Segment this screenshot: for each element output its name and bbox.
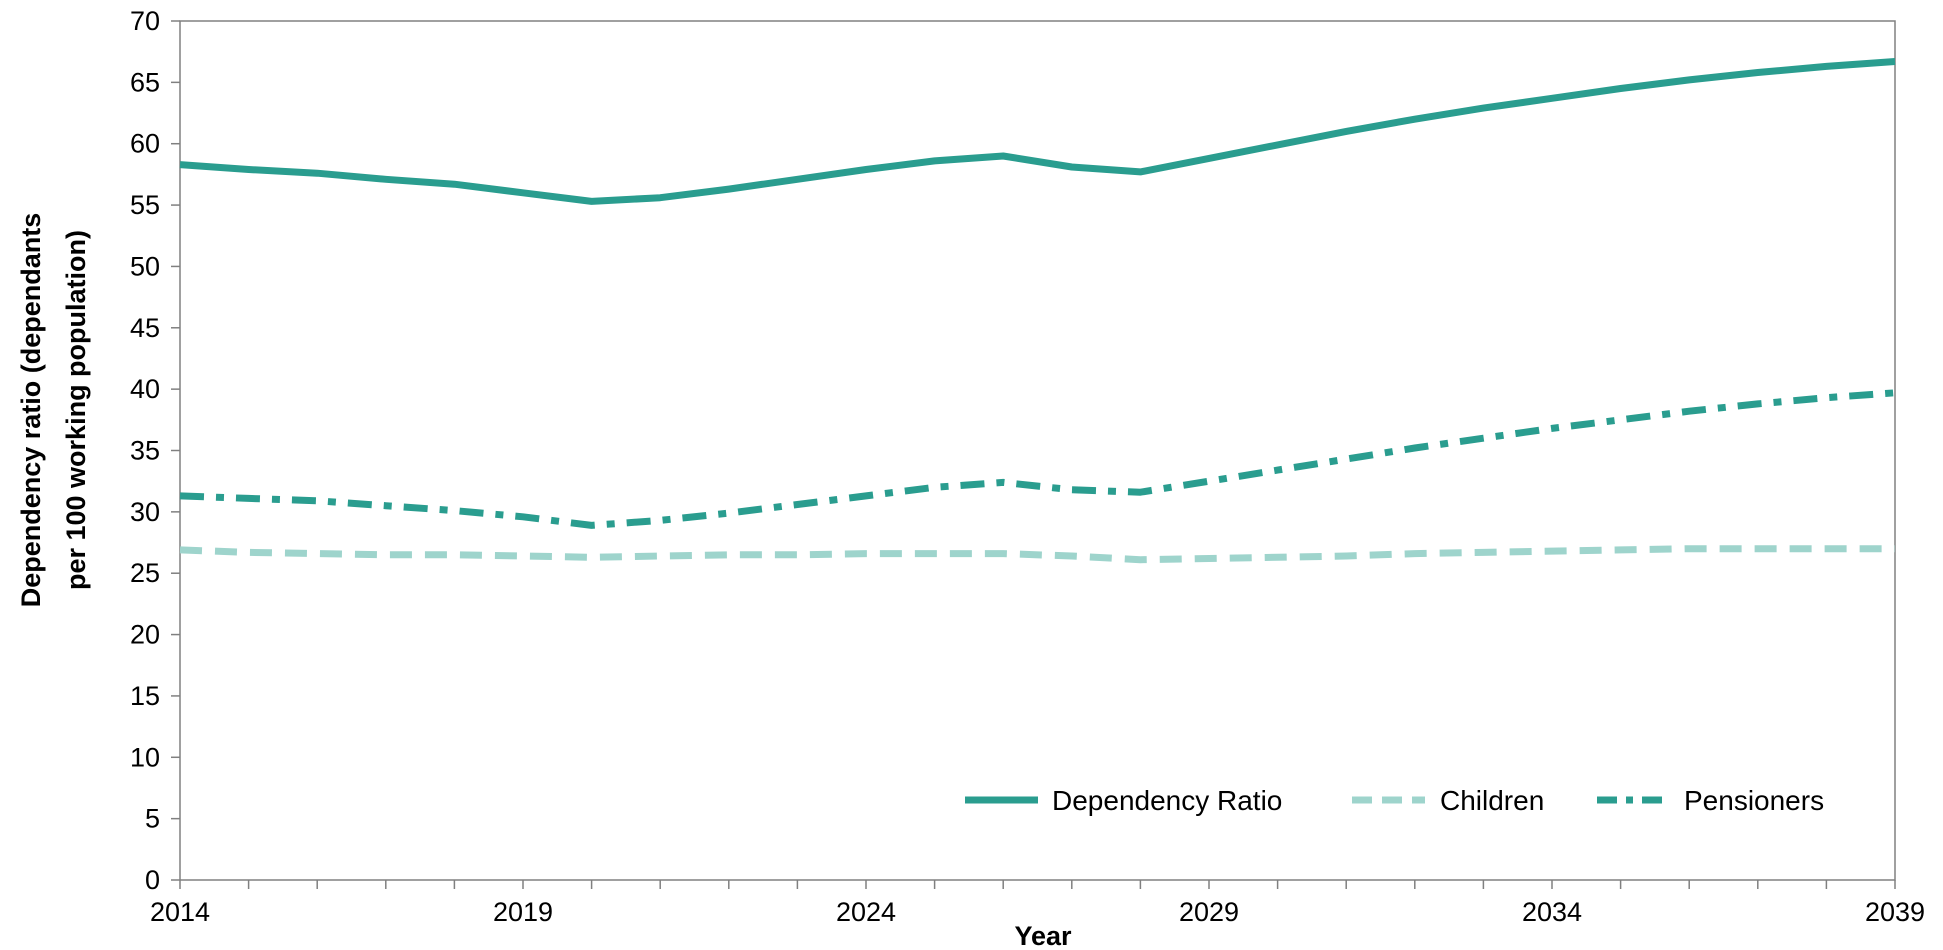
y-axis-title-line2: per 100 working population) [61,230,91,590]
y-tick-label: 45 [130,313,160,343]
y-axis-title: Dependency ratio (dependants per 100 wor… [16,213,91,608]
y-tick-label: 20 [130,620,160,650]
y-tick-label: 35 [130,436,160,466]
x-tick-label: 2024 [836,897,896,927]
y-tick-label: 50 [130,251,160,281]
y-tick-label: 55 [130,190,160,220]
x-tick-label: 2029 [1179,897,1239,927]
legend-label-dependency-ratio: Dependency Ratio [1052,785,1282,816]
x-tick-label: 2034 [1522,897,1582,927]
y-tick-label: 15 [130,681,160,711]
y-tick-label: 30 [130,497,160,527]
legend-label-pensioners: Pensioners [1684,785,1824,816]
y-tick-label: 40 [130,374,160,404]
series-line-children [179,545,1895,564]
series-layer [179,58,1896,564]
y-tick-label: 25 [130,558,160,588]
y-tick-label: 5 [145,804,160,834]
y-tick-label: 60 [130,129,160,159]
y-axis-title-line1: Dependency ratio (dependants [16,213,46,608]
x-tick-label: 2014 [150,897,210,927]
plot-axes: 0 5 10 15 20 25 30 35 40 45 50 55 60 65 70 2014 2019 2024… [130,6,1925,927]
y-tick-label: 65 [130,67,160,97]
y-tick-label: 10 [130,742,160,772]
legend-label-children: Children [1440,785,1544,816]
y-tick-label: 0 [145,865,160,895]
x-tick-label: 2019 [493,897,553,927]
plot-frame [179,20,1896,881]
series-line-pensioners [179,389,1896,529]
y-tick-label: 70 [130,6,160,36]
legend: Dependency Ratio Children Pensioners [965,785,1824,816]
x-tick-label: 2039 [1865,897,1925,927]
x-axis-title: Year [1014,921,1072,950]
series-line-dependency-ratio [179,58,1896,205]
